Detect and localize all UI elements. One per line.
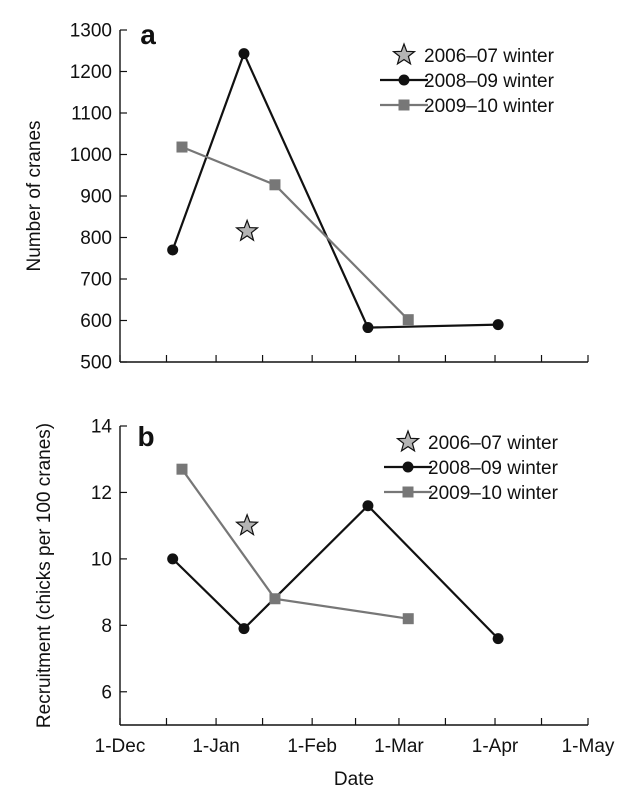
series-line-square [181, 145, 409, 321]
data-point-square-marker [402, 613, 414, 625]
panel-letter: b [137, 421, 154, 452]
y-tick-label: 1200 [70, 62, 112, 83]
y-tick-label: 12 [91, 483, 112, 504]
panel-letter: a [140, 19, 156, 50]
x-tick-label: 1-Apr [472, 736, 519, 757]
y-tick-label: 6 [101, 682, 112, 703]
legend-circle-marker [398, 74, 410, 86]
y-tick-label: 800 [80, 228, 112, 249]
y-tick-label: 500 [80, 353, 112, 374]
data-point-circle-marker [362, 322, 374, 334]
legend-star-marker [391, 42, 417, 66]
x-tick-label: 1-Mar [374, 736, 424, 757]
y-tick-label: 1100 [71, 104, 112, 125]
y-tick-label: 900 [80, 187, 112, 208]
data-point-square-marker [269, 179, 281, 191]
y-tick-label: 1300 [70, 21, 112, 42]
y-tick-label: 14 [91, 417, 113, 438]
data-point-square-marker [269, 593, 281, 605]
legend-label: 2006–07 winter [428, 433, 559, 454]
series-line-circle [171, 50, 499, 329]
legend-label: 2006–07 winter [424, 46, 555, 67]
y-tick-label: 700 [80, 270, 112, 291]
x-tick-label: 1-May [562, 736, 615, 757]
x-tick-label: 1-Dec [95, 736, 146, 757]
legend-label: 2009–10 winter [428, 483, 559, 504]
legend-square-marker [398, 99, 410, 111]
panel-b-chart: 6 8 10 12 14 1-Dec 1-Jan 1-Feb 1-Mar 1-Apr 1-May Re… [34, 417, 615, 758]
data-point-circle-marker [167, 553, 179, 565]
series-line-circle [171, 504, 499, 640]
data-point-square-marker [176, 463, 188, 475]
panel-a-chart: 500 600 700 800 900 1000 1100 1200 1300 Number of… [24, 19, 589, 374]
legend-circle-marker [402, 461, 414, 473]
legend-label: 2008–09 winter [424, 71, 555, 92]
x-tick-label: 1-Jan [192, 736, 240, 757]
data-point-circle-marker [167, 244, 179, 256]
data-point-circle-marker [238, 48, 250, 60]
legend-square-marker [402, 486, 414, 498]
data-point-star-marker [234, 512, 260, 537]
data-point-circle-marker [492, 319, 504, 331]
y-axis-title: Number of cranes [24, 120, 45, 271]
series-line-square [181, 468, 409, 620]
x-tick-label: 1-Feb [287, 736, 337, 757]
y-tick-label: 1000 [70, 145, 112, 166]
legend-label: 2009–10 winter [424, 96, 555, 117]
data-point-star-marker [234, 218, 260, 242]
data-point-circle-marker [492, 633, 504, 645]
data-point-square-marker [176, 141, 188, 153]
y-tick-label: 8 [101, 616, 112, 637]
data-point-circle-marker [238, 623, 250, 635]
data-point-circle-marker [362, 500, 374, 512]
legend-label: 2008–09 winter [428, 458, 559, 479]
x-axis-title: Date [334, 769, 374, 790]
y-axis-title: Recruitment (chicks per 100 cranes) [34, 423, 55, 728]
legend-star-marker [395, 429, 421, 453]
y-tick-label: 600 [80, 311, 112, 332]
data-point-square-marker [402, 314, 414, 326]
y-tick-label: 10 [91, 549, 112, 570]
